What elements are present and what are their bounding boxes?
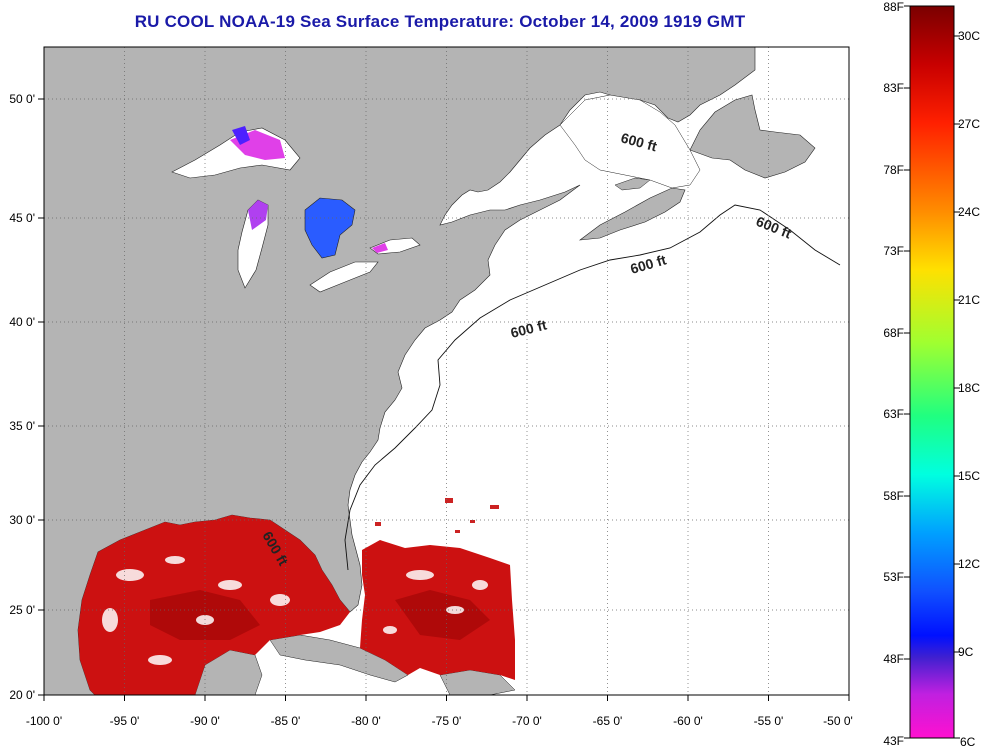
lon-tick-label: -60 0' — [673, 714, 703, 728]
colorbar-c-label: 15C — [958, 469, 980, 483]
map-gridlines — [44, 47, 849, 695]
map-title: RU COOL NOAA-19 Sea Surface Temperature:… — [134, 12, 746, 31]
lake-superior-sst-cold — [232, 126, 250, 145]
colorbar-c-label: 21C — [958, 293, 980, 307]
colorbar-f-label: 78F — [883, 163, 904, 177]
bathymetry-600ft-line — [344, 204, 841, 571]
lon-tick-label: -90 0' — [190, 714, 220, 728]
axis-ticks — [38, 98, 850, 701]
dark-sst-patch — [395, 590, 490, 640]
cuba — [269, 634, 409, 683]
lat-tick-label: 20 0' — [9, 688, 35, 702]
lake-michigan-sst — [248, 200, 268, 230]
cloud-cover — [102, 556, 488, 665]
colorbar-f-label: 68F — [883, 326, 904, 340]
colorbar-c-label: 24C — [958, 205, 980, 219]
lon-tick-label: -100 0' — [26, 714, 62, 728]
latitude-labels: 50 0' 45 0' 40 0' 35 0' 30 0' 25 0' 20 0… — [9, 92, 35, 702]
colorbar-f-label: 63F — [883, 407, 904, 421]
colorbar-gradient — [909, 5, 955, 739]
lat-tick-label: 25 0' — [9, 603, 35, 617]
lake-erie — [309, 261, 379, 293]
colorbar-c-label: 12C — [958, 557, 980, 571]
lon-tick-label: -85 0' — [271, 714, 301, 728]
lat-tick-label: 40 0' — [9, 315, 35, 329]
colorbar-c-label: 30C — [958, 29, 980, 43]
lake-huron — [304, 197, 356, 259]
colorbar-c-label: 6C — [960, 735, 976, 749]
lon-tick-label: -50 0' — [823, 714, 853, 728]
colorbar-f-label: 48F — [883, 652, 904, 666]
lon-tick-label: -70 0' — [512, 714, 542, 728]
colorbar-f-label: 43F — [883, 734, 904, 748]
lake-ontario-sst — [372, 243, 388, 253]
newfoundland — [689, 94, 816, 179]
gulf-of-st-lawrence — [559, 94, 701, 189]
nova-scotia — [578, 187, 686, 241]
temperature-colorbar: 88F 83F 78F 73F 68F 63F 58F 53F 48F 43F … — [883, 0, 980, 749]
longitude-labels: -100 0' -95 0' -90 0' -85 0' -80 0' -75 … — [26, 714, 853, 728]
colorbar-f-label: 83F — [883, 81, 904, 95]
colorbar-f-label: 53F — [883, 570, 904, 584]
colorbar-c-label: 18C — [958, 381, 980, 395]
lat-tick-label: 30 0' — [9, 513, 35, 527]
colorbar-f-label: 88F — [883, 0, 904, 14]
lon-tick-label: -75 0' — [432, 714, 462, 728]
lon-tick-label: -80 0' — [351, 714, 381, 728]
lat-tick-label: 50 0' — [9, 92, 35, 106]
lat-tick-label: 35 0' — [9, 419, 35, 433]
scattered-sst — [375, 498, 499, 533]
colorbar-c-label: 9C — [958, 645, 974, 659]
lon-tick-label: -55 0' — [754, 714, 784, 728]
colorbar-c-label: 27C — [958, 117, 980, 131]
lon-tick-label: -95 0' — [110, 714, 140, 728]
lon-tick-label: -65 0' — [593, 714, 623, 728]
colorbar-f-label: 58F — [883, 489, 904, 503]
prince-edward-island — [614, 177, 651, 191]
lat-tick-label: 45 0' — [9, 211, 35, 225]
colorbar-f-label: 73F — [883, 244, 904, 258]
